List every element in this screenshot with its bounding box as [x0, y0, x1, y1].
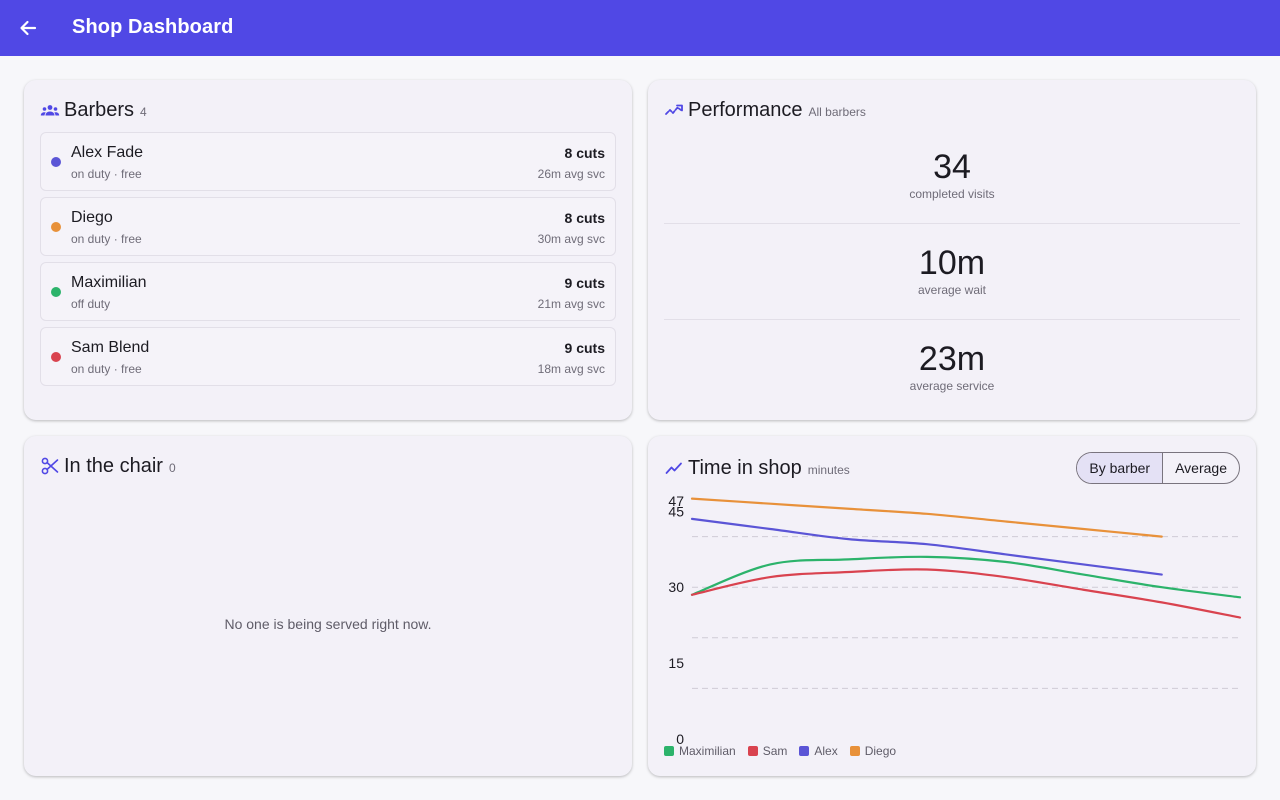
scissors-icon — [40, 456, 60, 476]
legend-label: Maximilian — [679, 744, 736, 758]
legend-swatch — [849, 746, 860, 756]
chart-mode-toggle: By barber Average — [1076, 452, 1240, 484]
arrow-back-icon — [20, 20, 37, 36]
barber-color-dot — [51, 287, 61, 297]
stat-value: 10m — [918, 244, 986, 282]
barber-cuts: 9 cuts — [564, 275, 605, 291]
stat-value: 34 — [933, 148, 971, 186]
time-in-shop-title: Time in shop — [688, 456, 802, 479]
barber-status: off duty — [71, 297, 111, 311]
stat-label: average wait — [917, 283, 987, 297]
legend-label: Diego — [864, 744, 897, 758]
barber-cuts: 8 cuts — [564, 210, 605, 226]
stat-average-wait: 10m average wait — [664, 243, 1240, 297]
performance-card: Performance All barbers 34 completed vis… — [648, 80, 1256, 420]
barber-row-alex-fade[interactable]: Alex Fade on duty · free 8 cuts 26m avg … — [40, 132, 616, 191]
y-tick-label: 15 — [668, 655, 684, 671]
barbers-count: 4 — [140, 105, 147, 119]
barber-color-dot — [51, 352, 61, 362]
barber-name: Diego — [71, 209, 113, 226]
performance-title: Performance — [688, 98, 803, 121]
y-tick-label: 0 — [676, 731, 684, 747]
barber-row-maximilian[interactable]: Maximilian off duty 9 cuts 21m avg svc — [40, 262, 616, 321]
back-button[interactable] — [14, 14, 42, 42]
legend-item-diego: Diego — [849, 744, 897, 758]
in-the-chair-title: In the chair — [64, 454, 163, 477]
chart-legend: Maximilian Sam Alex Diego — [664, 744, 896, 758]
trending-up-icon — [664, 100, 684, 120]
barbers-header: Barbers 4 — [40, 98, 147, 122]
divider — [664, 223, 1240, 224]
performance-header: Performance All barbers — [664, 98, 866, 122]
stat-completed-visits: 34 completed visits — [664, 147, 1240, 201]
barber-name: Sam Blend — [71, 339, 150, 356]
app-bar: Shop Dashboard — [0, 0, 1280, 56]
barber-row-sam-blend[interactable]: Sam Blend on duty · free 9 cuts 18m avg … — [40, 327, 616, 386]
barber-name: Maximilian — [71, 274, 147, 291]
time-in-shop-header: Time in shop minutes — [664, 456, 850, 480]
barber-color-dot — [51, 157, 61, 167]
time-in-shop-card: Time in shop minutes By barber Average 4… — [648, 436, 1256, 776]
stat-label: average service — [909, 379, 995, 393]
legend-swatch — [747, 746, 758, 756]
barber-status: on duty · free — [71, 167, 142, 181]
in-the-chair-card: In the chair 0 No one is being served ri… — [24, 436, 632, 776]
groups-icon — [40, 100, 60, 120]
series-line-alex — [690, 517, 1163, 576]
barber-color-dot — [51, 222, 61, 232]
barber-avg-service: 21m avg svc — [537, 297, 605, 311]
legend-item-alex: Alex — [799, 744, 838, 758]
y-tick-label: 45 — [668, 503, 684, 519]
legend-label: Sam — [762, 744, 788, 758]
legend-item-sam: Sam — [747, 744, 788, 758]
barber-avg-service: 26m avg svc — [537, 167, 605, 181]
average-toggle[interactable]: Average — [1162, 453, 1239, 483]
empty-state-message: No one is being served right now. — [224, 616, 432, 632]
stat-average-service: 23m average service — [664, 339, 1240, 393]
barber-avg-service: 30m avg svc — [537, 232, 605, 246]
performance-subtitle: All barbers — [808, 105, 866, 119]
legend-item-maximilian: Maximilian — [664, 744, 736, 758]
series-line-maximilian — [690, 555, 1242, 599]
stat-value: 23m — [918, 340, 986, 378]
barber-status: on duty · free — [71, 232, 142, 246]
barber-avg-service: 18m avg svc — [537, 362, 605, 376]
time-in-shop-subtitle: minutes — [807, 463, 850, 477]
y-tick-label: 47 — [668, 493, 684, 509]
barbers-title: Barbers — [64, 98, 135, 121]
in-the-chair-count: 0 — [168, 461, 176, 475]
page-title: Shop Dashboard — [72, 16, 234, 38]
divider — [664, 319, 1240, 320]
show-chart-icon — [664, 458, 684, 478]
barber-status: on duty · free — [71, 362, 142, 376]
legend-swatch — [799, 746, 810, 756]
series-line-diego — [690, 497, 1163, 538]
legend-label: Alex — [814, 744, 838, 758]
barber-cuts: 9 cuts — [564, 340, 605, 356]
barber-row-diego[interactable]: Diego on duty · free 8 cuts 30m avg svc — [40, 197, 616, 256]
barber-cuts: 8 cuts — [564, 145, 605, 161]
barbers-card: Barbers 4 Alex Fade on duty · free 8 cut… — [24, 80, 632, 420]
by-barber-toggle[interactable]: By barber — [1077, 453, 1163, 483]
in-the-chair-header: In the chair 0 — [40, 454, 176, 478]
series-line-sam — [690, 568, 1242, 619]
y-tick-label: 30 — [668, 579, 684, 595]
stat-label: completed visits — [909, 187, 995, 201]
legend-swatch — [664, 746, 674, 756]
barber-name: Alex Fade — [71, 144, 144, 161]
